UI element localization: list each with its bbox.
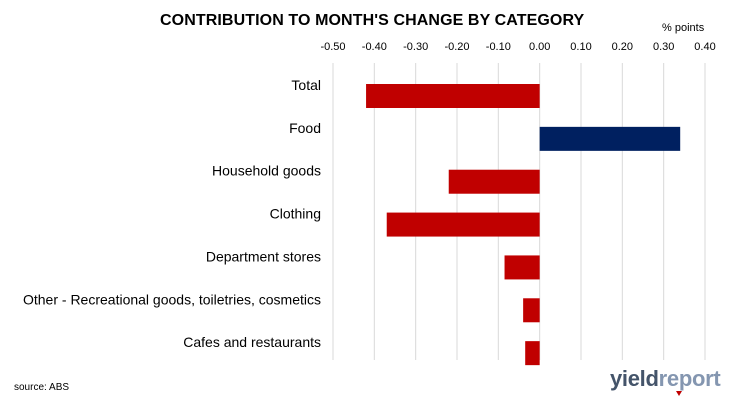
logo-part2: report <box>658 366 721 391</box>
x-tick-label: -0.50 <box>320 41 345 53</box>
bar <box>366 84 540 108</box>
logo-marker-icon <box>676 391 682 396</box>
category-label: Total <box>291 77 321 93</box>
bar <box>504 255 540 280</box>
x-tick-label: -0.20 <box>444 41 469 53</box>
category-label: Other - Recreational goods, toiletries, … <box>23 291 321 307</box>
yieldreport-logo: yieldreport <box>610 366 721 396</box>
chart-title: CONTRIBUTION TO MONTH'S CHANGE BY CATEGO… <box>160 12 585 29</box>
bar <box>523 298 540 323</box>
category-label: Cafes and restaurants <box>183 334 321 350</box>
category-label: Household goods <box>212 163 321 179</box>
x-tick-label: 0.00 <box>529 41 550 53</box>
x-tick-label: 0.10 <box>570 41 591 53</box>
unit-label: % points <box>662 22 705 34</box>
category-label: Clothing <box>270 206 321 222</box>
bar <box>386 212 540 237</box>
category-label: Department stores <box>206 248 321 264</box>
bar <box>448 169 540 194</box>
x-tick-label: 0.30 <box>653 41 674 53</box>
bar <box>539 126 681 151</box>
bar <box>525 341 540 366</box>
x-tick-label: 0.20 <box>612 41 633 53</box>
logo-part1: yield <box>610 366 659 391</box>
source-note: source: ABS <box>14 382 70 393</box>
category-label: Food <box>289 120 321 136</box>
x-tick-label: -0.40 <box>362 41 387 53</box>
x-tick-label: 0.40 <box>694 41 715 53</box>
x-tick-label: -0.10 <box>486 41 511 53</box>
x-tick-label: -0.30 <box>403 41 428 53</box>
